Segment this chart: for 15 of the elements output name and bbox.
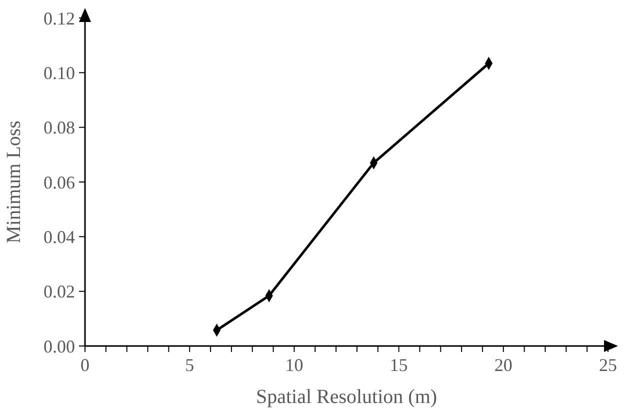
y-tick-label: 0.06 (44, 172, 75, 192)
y-tick-label: 0.12 (44, 8, 75, 28)
x-tick-label: 25 (599, 355, 617, 375)
x-tick-label: 15 (390, 355, 408, 375)
y-tick-label: 0.10 (44, 62, 75, 83)
y-axis-title: Minimum Loss (3, 120, 25, 244)
y-tick-label: 0.08 (44, 118, 75, 138)
y-tick-label: 0.04 (44, 226, 75, 247)
x-tick-label: 20 (494, 355, 512, 375)
x-tick-label: 0 (80, 355, 90, 375)
x-tick-label: 5 (185, 355, 194, 375)
x-axis-title: Spatial Resolution (m) (256, 386, 438, 408)
y-tick-label: 0.02 (44, 282, 75, 302)
x-tick-label: 10 (285, 355, 304, 375)
y-tick-label: 0.00 (44, 336, 75, 356)
